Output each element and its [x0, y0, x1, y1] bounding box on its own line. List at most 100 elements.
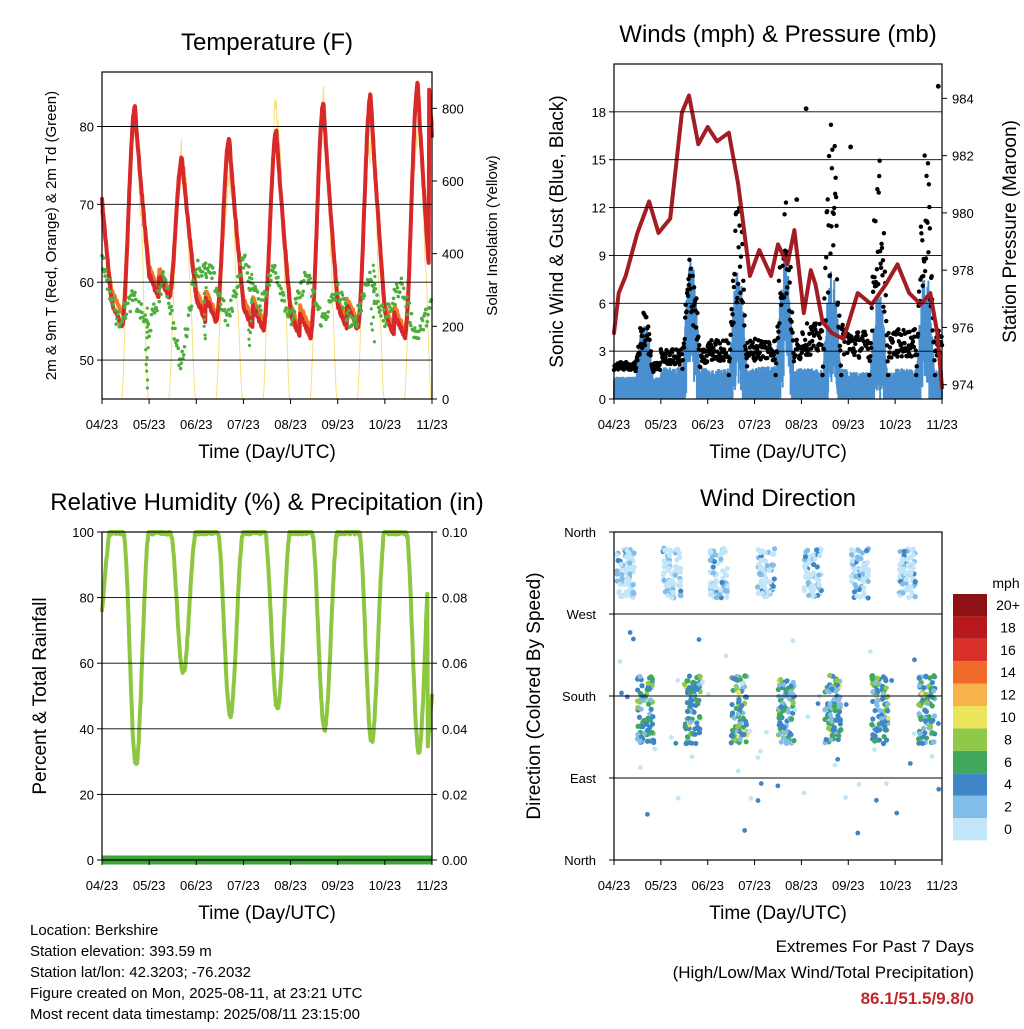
dewpoint-point [382, 308, 386, 312]
dewpoint-point [300, 293, 305, 297]
direction-point [682, 723, 688, 729]
colorbar-swatch [953, 818, 987, 841]
direction-point [741, 731, 747, 738]
y-tick-label: North [564, 853, 596, 868]
gust-point [935, 83, 941, 89]
direction-point [630, 582, 636, 588]
direction-point [803, 568, 810, 574]
direction-point [884, 781, 889, 786]
gust-point [705, 359, 710, 364]
dewpoint-point [423, 311, 427, 316]
direction-point [788, 683, 794, 689]
gust-point [820, 372, 825, 378]
dewpoint-point [416, 336, 421, 341]
dewpoint-point [152, 310, 157, 315]
direction-point [882, 676, 888, 682]
direction-point [829, 732, 835, 738]
x-tick-label: 05/23 [133, 878, 166, 893]
dewpoint-point [396, 294, 401, 299]
y-tick-label: West [567, 607, 597, 622]
direction-point [712, 552, 718, 558]
y-right-tick-label: 0.10 [442, 525, 467, 540]
direction-point [686, 673, 693, 679]
gust-point [736, 245, 741, 250]
dewpoint-point [155, 308, 159, 313]
dewpoint-point [405, 312, 410, 317]
direction-point [790, 700, 796, 706]
gust-point [883, 293, 888, 298]
dewpoint-point [369, 307, 373, 311]
y-right-tick-label: 980 [952, 206, 974, 221]
dewpoint-point [351, 322, 356, 326]
gust-point [790, 338, 796, 343]
dewpoint-point [404, 304, 408, 309]
dewpoint-point [380, 303, 385, 307]
gust-point [765, 355, 770, 361]
gust-point [773, 361, 779, 366]
direction-point [874, 675, 880, 681]
plot-area [611, 83, 945, 399]
dewpoint-point [290, 318, 294, 322]
dewpoint-point [370, 328, 374, 332]
y-right-tick-label: 976 [952, 320, 974, 335]
dewpoint-point [171, 321, 176, 325]
dewpoint-point [143, 313, 148, 317]
direction-point [754, 584, 761, 590]
dewpoint-point [251, 281, 255, 286]
direction-point [618, 561, 624, 568]
gust-point [879, 241, 884, 246]
direction-point [713, 578, 719, 584]
direction-point [832, 708, 838, 714]
direction-point [903, 576, 910, 582]
direction-point [921, 725, 927, 732]
direction-point [619, 690, 624, 696]
dewpoint-point [387, 304, 392, 309]
direction-point [802, 554, 809, 560]
direction-point [912, 594, 918, 600]
direction-point [880, 690, 886, 697]
dewpoint-point [122, 305, 127, 309]
gust-point [690, 273, 695, 279]
direction-point [677, 554, 683, 560]
dewpoint-point [249, 301, 254, 305]
gust-point [877, 249, 883, 254]
gust-point [690, 308, 695, 314]
gust-point [828, 251, 833, 256]
colorbar-swatch [953, 728, 987, 751]
dewpoint-point [203, 337, 207, 341]
direction-point [626, 550, 632, 556]
dewpoint-point [124, 312, 129, 317]
gust-point [787, 280, 792, 285]
dewpoint-point [185, 334, 189, 339]
direction-point [878, 716, 884, 722]
direction-point [759, 590, 765, 597]
direction-point [666, 553, 672, 559]
direction-point [917, 731, 923, 737]
direction-point [923, 673, 929, 679]
gust-point [839, 372, 844, 378]
dewpoint-point [239, 273, 243, 277]
direction-point [635, 723, 641, 729]
gust-point [873, 219, 878, 224]
direction-point [916, 675, 922, 681]
direction-point [801, 585, 807, 591]
direction-point [722, 571, 728, 577]
dewpoint-point [371, 315, 376, 319]
direction-point [783, 729, 789, 735]
direction-point [652, 746, 658, 752]
direction-point [857, 594, 863, 600]
gust-point [750, 340, 755, 345]
gust-point [927, 204, 932, 210]
dewpoint-point [390, 307, 394, 311]
direction-point [767, 566, 774, 572]
gust-point [920, 283, 925, 288]
dewpoint-point [353, 318, 358, 323]
dewpoint-point [268, 273, 272, 278]
direction-point [758, 781, 764, 786]
direction-point [873, 700, 879, 706]
direction-point [922, 730, 928, 736]
direction-point [624, 581, 630, 587]
gust-point [679, 352, 685, 357]
dewpoint-point [200, 269, 205, 274]
direction-point [900, 581, 906, 587]
